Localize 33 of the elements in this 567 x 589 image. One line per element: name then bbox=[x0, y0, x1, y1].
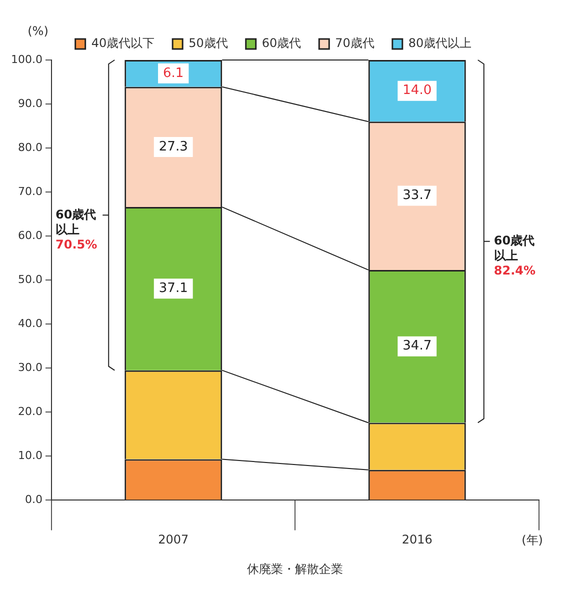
legend-label: 80歳代以上 bbox=[408, 36, 472, 50]
y-tick-label: 0.0 bbox=[24, 493, 42, 506]
annotation: 以上 bbox=[55, 222, 80, 236]
legend-label: 50歳代 bbox=[188, 36, 228, 50]
data-label: 27.3 bbox=[158, 139, 188, 154]
y-tick-label: 50.0 bbox=[18, 272, 42, 286]
data-label: 33.7 bbox=[402, 188, 432, 204]
annotation: 82.4% bbox=[494, 263, 536, 278]
annotation: 60歳代 bbox=[55, 207, 96, 222]
y-tick-label: 80.0 bbox=[18, 140, 42, 154]
y-tick-label: 70.0 bbox=[18, 184, 42, 198]
y-tick-label: 40.0 bbox=[18, 316, 42, 330]
y-axis-title: (%) bbox=[28, 24, 48, 38]
text: (年) bbox=[522, 533, 543, 548]
annotation: 以上 bbox=[494, 248, 518, 262]
annotation: 70.5% bbox=[55, 237, 98, 252]
data-label: 37.1 bbox=[158, 281, 188, 296]
legend-label: 40歳代以下 bbox=[91, 36, 155, 50]
y-tick-label: 10.0 bbox=[18, 449, 42, 462]
y-tick-label: 60.0 bbox=[18, 228, 42, 242]
y-tick-label: 30.0 bbox=[18, 361, 42, 374]
data-label: 6.1 bbox=[163, 66, 184, 81]
x-axis-title: 休廃業・解散企業 bbox=[247, 562, 344, 576]
x-tick-label: 2007 bbox=[158, 532, 189, 547]
y-tick-label: 20.0 bbox=[18, 405, 42, 418]
legend-label: 70歳代 bbox=[335, 36, 374, 50]
data-label: 14.0 bbox=[402, 83, 432, 98]
data-label: 34.7 bbox=[402, 338, 432, 354]
x-tick-label: 2016 bbox=[402, 532, 432, 547]
annotation: 60歳代 bbox=[494, 233, 535, 248]
y-tick-label: 90.0 bbox=[18, 96, 42, 110]
legend-label: 60歳代 bbox=[262, 36, 302, 50]
y-tick-label: 100.0 bbox=[10, 52, 42, 66]
